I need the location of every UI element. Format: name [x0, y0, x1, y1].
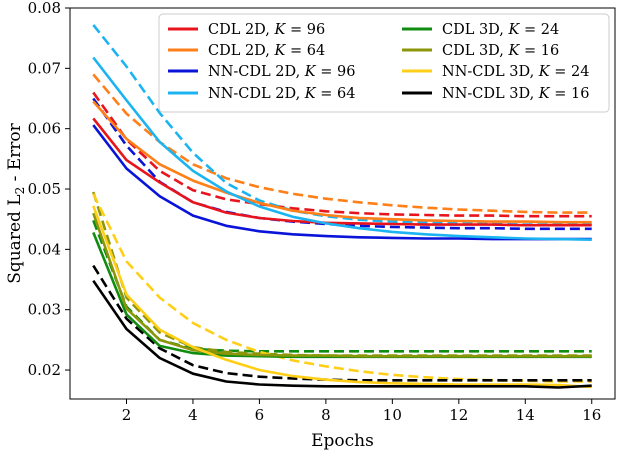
series-line-dashed-cdl-2d-k-96: [92, 91, 592, 218]
y-axis-label-suffix: - Error: [5, 122, 25, 186]
legend-label-name: CDL 3D,: [442, 22, 509, 38]
y-tick-label: 0.05: [28, 180, 61, 198]
x-tick-label: 8: [321, 406, 331, 424]
legend-label-name: NN-CDL 2D,: [208, 86, 305, 102]
x-tick-label: 10: [383, 406, 402, 424]
legend-label-value: = 96: [285, 22, 325, 38]
legend-label-name: CDL 3D,: [442, 43, 509, 59]
y-axis: 0.02 0.03 0.04 0.05 0.06 0.07 0.08: [28, 0, 70, 379]
plot-frame: [69, 7, 616, 400]
legend-label: NN-CDL 3D, K = 16: [442, 86, 589, 102]
legend-label-k: K: [304, 64, 317, 80]
y-axis-label: Squared L2 - Error: [5, 122, 27, 283]
legend-box: [158, 13, 610, 113]
legend-item-nn-cdl-3d-k-24: NN-CDL 3D, K = 24: [402, 64, 589, 80]
series-layer: [92, 24, 592, 389]
legend-label-value: = 16: [519, 43, 559, 59]
y-tick-label: 0.06: [28, 120, 61, 138]
legend-label-value: = 96: [316, 64, 356, 80]
y-tick-label: 0.08: [28, 0, 61, 17]
legend-item-cdl-2d-k-64: CDL 2D, K = 64: [168, 43, 325, 59]
series-line-dashed-cdl-2d-k-64: [92, 73, 592, 214]
legend-item-cdl-2d-k-96: CDL 2D, K = 96: [168, 22, 325, 38]
legend-label-name: NN-CDL 2D,: [208, 64, 305, 80]
x-tick-label: 2: [122, 406, 132, 424]
legend-item-nn-cdl-2d-k-64: NN-CDL 2D, K = 64: [168, 86, 355, 102]
y-axis-label-prefix: Squared L: [5, 194, 25, 283]
legend-item-nn-cdl-2d-k-96: NN-CDL 2D, K = 96: [168, 64, 355, 80]
series-line-solid-nn-cdl-3d-k-16: [92, 279, 592, 389]
legend-label-value: = 64: [285, 43, 325, 59]
legend-label-name: NN-CDL 3D,: [442, 64, 539, 80]
legend-label: CDL 3D, K = 24: [442, 22, 559, 38]
x-tick-label: 6: [255, 406, 265, 424]
legend-label: NN-CDL 2D, K = 96: [208, 64, 355, 80]
legend-label-k: K: [508, 22, 521, 38]
series-line-solid-cdl-2d-k-96: [92, 117, 592, 227]
legend-label-k: K: [538, 64, 551, 80]
x-tick-label: 12: [449, 406, 468, 424]
legend-label-value: = 24: [519, 22, 559, 38]
x-tick-label: 4: [188, 406, 198, 424]
y-tick-label: 0.03: [28, 301, 61, 319]
y-axis-label-subscript: 2: [13, 187, 27, 195]
legend-label-name: NN-CDL 3D,: [442, 86, 539, 102]
y-tick-label: 0.07: [28, 59, 61, 77]
x-tick-label: 14: [516, 406, 535, 424]
series-line-solid-cdl-3d-k-16: [92, 212, 592, 358]
x-tick-label: 16: [582, 406, 601, 424]
legend-label-k: K: [274, 43, 287, 59]
legend-label-value: = 64: [316, 86, 356, 102]
legend-label-k: K: [304, 86, 317, 102]
legend-label: CDL 2D, K = 96: [208, 22, 325, 38]
series-line-solid-nn-cdl-2d-k-64: [92, 56, 592, 241]
series-line-solid-cdl-2d-k-64: [92, 100, 592, 224]
series-line-solid-nn-cdl-3d-k-24: [92, 205, 592, 389]
legend-label: CDL 3D, K = 16: [442, 43, 559, 59]
legend-label-value: = 16: [550, 86, 590, 102]
legend-label-k: K: [538, 86, 551, 102]
legend-label-k: K: [274, 22, 287, 38]
series-line-dashed-nn-cdl-3d-k-16: [92, 264, 592, 382]
legend-label-name: CDL 2D,: [208, 43, 275, 59]
legend-label: CDL 2D, K = 64: [208, 43, 325, 59]
x-axis: 2 4 6 8 10 12 14 16: [122, 399, 601, 424]
legend-item-nn-cdl-3d-k-16: NN-CDL 3D, K = 16: [402, 86, 589, 102]
y-tick-label: 0.02: [28, 361, 61, 379]
legend-label-k: K: [508, 43, 521, 59]
legend-label-name: CDL 2D,: [208, 22, 275, 38]
legend-item-cdl-3d-k-24: CDL 3D, K = 24: [402, 22, 559, 38]
y-tick-label: 0.04: [28, 240, 61, 258]
legend-label: NN-CDL 2D, K = 64: [208, 86, 355, 102]
series-line-dashed-nn-cdl-3d-k-24: [92, 193, 592, 383]
x-axis-label: Epochs: [311, 431, 374, 451]
legend-item-cdl-3d-k-16: CDL 3D, K = 16: [402, 43, 559, 59]
legend-label: NN-CDL 3D, K = 24: [442, 64, 589, 80]
legend-label-value: = 24: [550, 64, 590, 80]
